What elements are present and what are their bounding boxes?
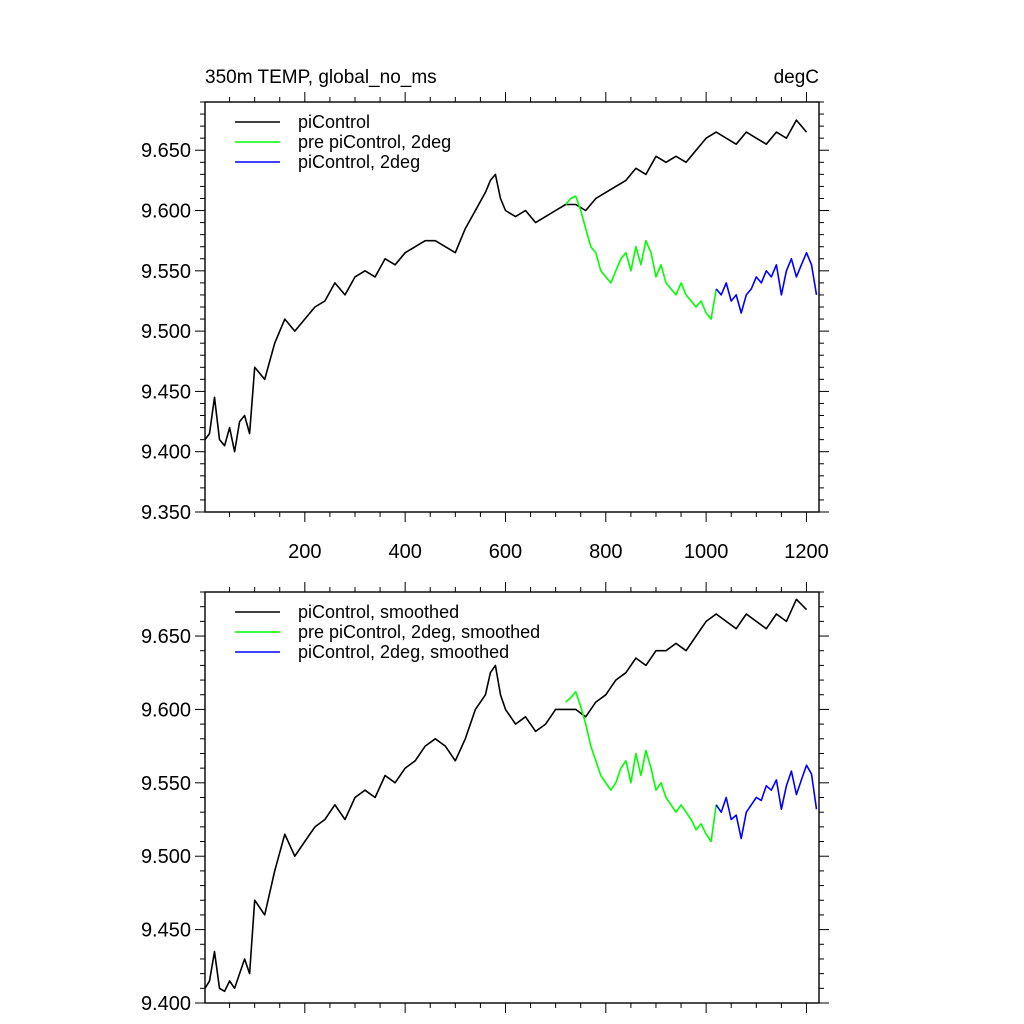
legend-label-2: piControl, 2deg, smoothed bbox=[298, 642, 509, 662]
series-line-1 bbox=[565, 691, 717, 843]
y-tick-label: 9.450 bbox=[141, 381, 191, 403]
series-line-2 bbox=[715, 764, 818, 840]
legend-label-2: piControl, 2deg bbox=[298, 152, 420, 172]
series-line-1 bbox=[565, 195, 717, 320]
x-tick-label: 1200 bbox=[784, 541, 829, 563]
x-tick-label: 600 bbox=[489, 541, 522, 563]
y-tick-label: 9.500 bbox=[141, 321, 191, 343]
y-tick-label: 9.650 bbox=[141, 626, 191, 648]
y-tick-label: 9.450 bbox=[141, 920, 191, 942]
y-tick-label: 9.400 bbox=[141, 442, 191, 464]
y-tick-label: 9.650 bbox=[141, 140, 191, 162]
chart-title: 350m TEMP, global_no_ms bbox=[205, 67, 437, 88]
legend-label-0: piControl bbox=[298, 112, 370, 132]
series-line-2 bbox=[715, 251, 818, 314]
x-tick-label: 800 bbox=[589, 541, 622, 563]
y-tick-label: 9.600 bbox=[141, 201, 191, 223]
series-line-0 bbox=[205, 119, 808, 453]
x-tick-label: 1000 bbox=[684, 541, 729, 563]
y-tick-label: 9.500 bbox=[141, 846, 191, 868]
y-tick-label: 9.400 bbox=[141, 993, 191, 1015]
y-tick-label: 9.350 bbox=[141, 502, 191, 524]
x-tick-label: 400 bbox=[388, 541, 421, 563]
series-line-0 bbox=[205, 598, 808, 993]
panel-bottom: 9.400 9.450 9.500 9.550 9.600 9.650 piControl,… bbox=[141, 582, 829, 1015]
panel-top: 9.350 9.400 9.450 9.500 9.550 9.600 9.650 200 40… bbox=[141, 67, 829, 563]
legend-label-1: pre piControl, 2deg bbox=[298, 132, 451, 152]
x-tick-label: 200 bbox=[288, 541, 321, 563]
y-tick-label: 9.550 bbox=[141, 261, 191, 283]
legend-label-1: pre piControl, 2deg, smoothed bbox=[298, 622, 540, 642]
y-tick-label: 9.600 bbox=[141, 699, 191, 721]
legend-label-0: piControl, smoothed bbox=[298, 602, 459, 622]
units-label: degC bbox=[774, 67, 819, 88]
y-tick-label: 9.550 bbox=[141, 773, 191, 795]
